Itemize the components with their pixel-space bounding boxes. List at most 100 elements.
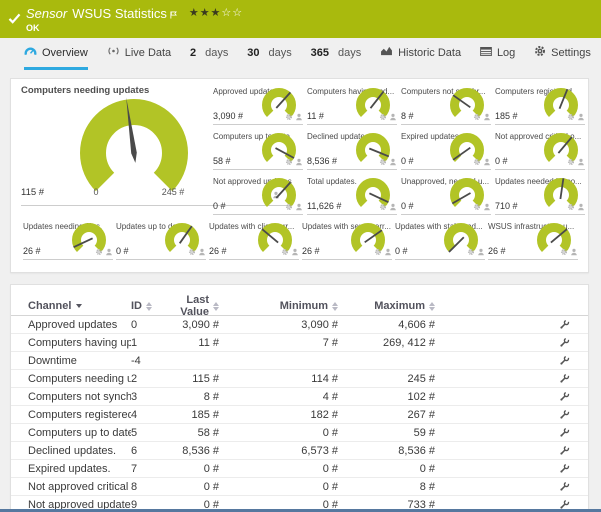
gauge-arc: [258, 223, 292, 253]
channel-gauge[interactable]: Computers having upd... 11 #: [307, 87, 397, 125]
stars-empty[interactable]: ☆☆: [221, 7, 244, 19]
edit-channel-wrench-icon[interactable]: [559, 355, 570, 366]
user-icon[interactable]: [389, 158, 397, 166]
channel-gauge[interactable]: Updates with stale upd... 0 #: [395, 222, 485, 260]
user-icon[interactable]: [577, 203, 585, 211]
gear-icon[interactable]: [285, 158, 293, 166]
tab-number: 2: [190, 46, 197, 59]
gear-icon[interactable]: [379, 158, 387, 166]
gear-icon[interactable]: [473, 113, 481, 121]
channel-gauge[interactable]: Expired updates. 0 #: [401, 132, 491, 170]
sensor-title-row: Sensor WSUS Statistics ★★★☆☆: [26, 6, 243, 24]
user-icon[interactable]: [570, 248, 578, 256]
user-icon[interactable]: [389, 113, 397, 121]
gear-icon[interactable]: [467, 248, 475, 256]
column-header-maximum[interactable]: Maximum: [338, 300, 435, 312]
channel-gauge[interactable]: Updates with client err... 26 #: [209, 222, 299, 260]
edit-channel-wrench-icon[interactable]: [559, 427, 570, 438]
edit-channel-wrench-icon[interactable]: [559, 499, 570, 510]
user-icon[interactable]: [577, 158, 585, 166]
user-icon[interactable]: [291, 248, 299, 256]
user-icon[interactable]: [577, 113, 585, 121]
channel-gauge[interactable]: Approved updates 3,090 #: [213, 87, 303, 125]
tab-30-days[interactable]: 30 days: [247, 38, 292, 70]
tab-365-days[interactable]: 365 days: [311, 38, 362, 70]
gear-icon[interactable]: [567, 158, 575, 166]
column-header-minimum[interactable]: Minimum: [219, 300, 338, 312]
priority-star-rating[interactable]: ★★★☆☆: [189, 6, 243, 20]
cell-last-value: 115 #: [192, 372, 219, 385]
channel-gauge[interactable]: Computers up to date 58 #: [213, 132, 303, 170]
user-icon[interactable]: [483, 113, 491, 121]
channel-gauge[interactable]: Declined updates. 8,536 #: [307, 132, 397, 170]
gear-icon[interactable]: [281, 248, 289, 256]
column-label: Minimum: [279, 300, 328, 312]
channel-gauge[interactable]: Updates needed by co... 710 #: [495, 177, 585, 215]
channel-gauge[interactable]: Computers not synchr... 8 #: [401, 87, 491, 125]
cell-id: 3: [131, 390, 138, 403]
cell-maximum: 267 #: [407, 408, 435, 421]
gear-icon: [534, 45, 546, 60]
channel-gauge[interactable]: Not approved critical o... 0 #: [495, 132, 585, 170]
gauge-arc: [537, 223, 571, 253]
edit-channel-wrench-icon[interactable]: [559, 391, 570, 402]
user-icon[interactable]: [295, 203, 303, 211]
gauge-value: 11,626 #: [307, 201, 342, 211]
user-icon[interactable]: [477, 248, 485, 256]
channel-gauge[interactable]: Updates with server err... 26 #: [302, 222, 392, 260]
channel-gauge[interactable]: WSUS infrastructure u... 26 #: [488, 222, 578, 260]
gear-icon[interactable]: [560, 248, 568, 256]
gear-icon[interactable]: [285, 203, 293, 211]
gauge-footer-icons: [379, 158, 397, 166]
user-icon[interactable]: [105, 248, 113, 256]
tab-2-days[interactable]: 2 days: [190, 38, 228, 70]
gear-icon[interactable]: [374, 248, 382, 256]
edit-channel-wrench-icon[interactable]: [559, 463, 570, 474]
gear-icon[interactable]: [567, 113, 575, 121]
area-chart-icon: [380, 46, 393, 59]
gear-icon[interactable]: [473, 203, 481, 211]
channel-gauge[interactable]: Computers registered 185 #: [495, 87, 585, 125]
channel-gauge[interactable]: Unapproved, needed u... 0 #: [401, 177, 491, 215]
gauge-footer-icons: [281, 248, 299, 256]
tab-historic-data[interactable]: Historic Data: [380, 38, 461, 70]
cell-last-value: 0 #: [203, 462, 219, 475]
gear-icon[interactable]: [379, 203, 387, 211]
channel-gauge[interactable]: Not approved updates 0 #: [213, 177, 303, 215]
user-icon[interactable]: [483, 158, 491, 166]
tab-overview[interactable]: Overview: [24, 38, 88, 70]
gauge-title: Computers having upd...: [307, 87, 395, 96]
channel-gauge[interactable]: Total updates. 11,626 #: [307, 177, 397, 215]
gear-icon[interactable]: [285, 113, 293, 121]
user-icon[interactable]: [295, 113, 303, 121]
tab-live-data[interactable]: Live Data: [107, 38, 171, 70]
column-header-last-value[interactable]: Last Value: [169, 294, 219, 318]
gear-icon[interactable]: [473, 158, 481, 166]
cell-id: 4: [131, 408, 138, 421]
user-icon[interactable]: [384, 248, 392, 256]
gear-icon[interactable]: [95, 248, 103, 256]
edit-channel-wrench-icon[interactable]: [559, 481, 570, 492]
gear-icon[interactable]: [567, 203, 575, 211]
column-header-channel[interactable]: Channel: [11, 300, 131, 312]
gauge-footer-icons: [188, 248, 206, 256]
channel-gauge[interactable]: Updates needing files. 26 #: [23, 222, 113, 260]
channel-gauge[interactable]: Updates up to date. 0 #: [116, 222, 206, 260]
user-icon[interactable]: [389, 203, 397, 211]
user-icon[interactable]: [295, 158, 303, 166]
column-header-id[interactable]: ID: [131, 300, 169, 312]
edit-channel-wrench-icon[interactable]: [559, 337, 570, 348]
cell-channel: Computers needing updat...: [28, 372, 131, 385]
edit-channel-wrench-icon[interactable]: [559, 409, 570, 420]
edit-channel-wrench-icon[interactable]: [559, 373, 570, 384]
gauges-panel: Computers needing updates 115 # 0 245 # …: [10, 78, 589, 273]
edit-channel-wrench-icon[interactable]: [559, 319, 570, 330]
tab-log[interactable]: Log: [480, 38, 515, 70]
gear-icon[interactable]: [188, 248, 196, 256]
edit-channel-wrench-icon[interactable]: [559, 445, 570, 456]
gear-icon[interactable]: [379, 113, 387, 121]
user-icon[interactable]: [198, 248, 206, 256]
user-icon[interactable]: [483, 203, 491, 211]
stars-filled[interactable]: ★★★: [188, 7, 222, 19]
tab-settings[interactable]: Settings: [534, 38, 591, 70]
